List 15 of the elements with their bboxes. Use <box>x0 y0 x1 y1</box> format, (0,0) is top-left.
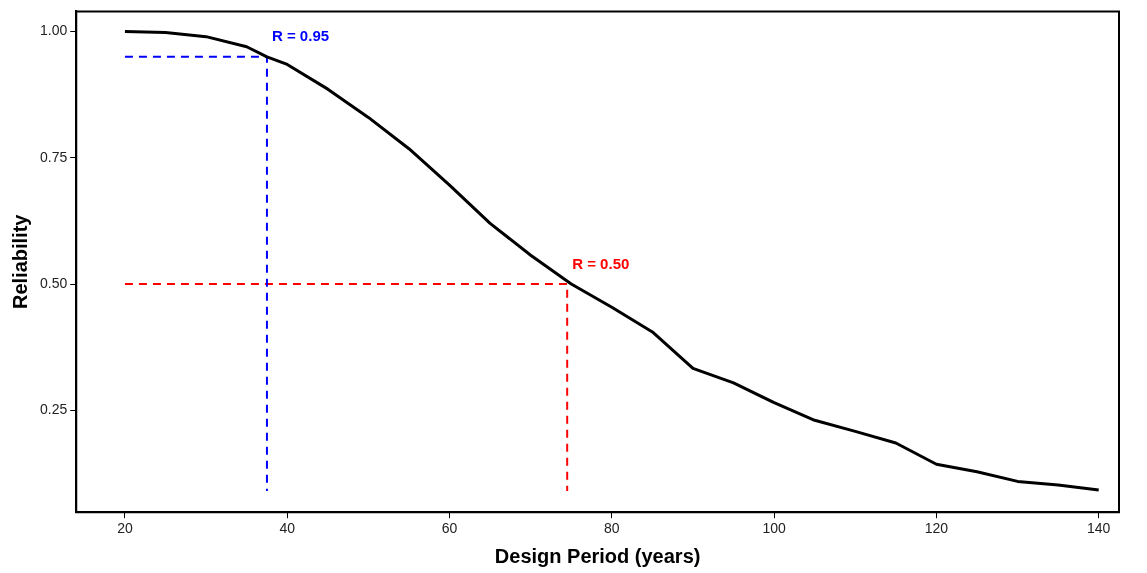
x-tick-label: 20 <box>117 520 133 537</box>
x-tick-label: 60 <box>441 520 458 537</box>
x-tick-label: 140 <box>1087 520 1111 537</box>
y-tick-label: 1.00 <box>40 22 68 39</box>
x-tick-label: 40 <box>279 520 296 537</box>
x-tick-label: 100 <box>762 520 787 537</box>
y-tick-label: 0.50 <box>40 274 68 291</box>
annotation: R = 0.50 <box>572 254 630 272</box>
y-axis-title: Reliability <box>8 213 31 310</box>
x-tick-label: 80 <box>604 520 620 537</box>
y-tick-label: 0.75 <box>40 148 68 165</box>
x-axis-title: Design Period (years) <box>494 544 701 567</box>
x-tick-label: 120 <box>924 520 949 537</box>
annotation: R = 0.95 <box>271 27 330 45</box>
y-tick-label: 0.25 <box>40 401 68 418</box>
